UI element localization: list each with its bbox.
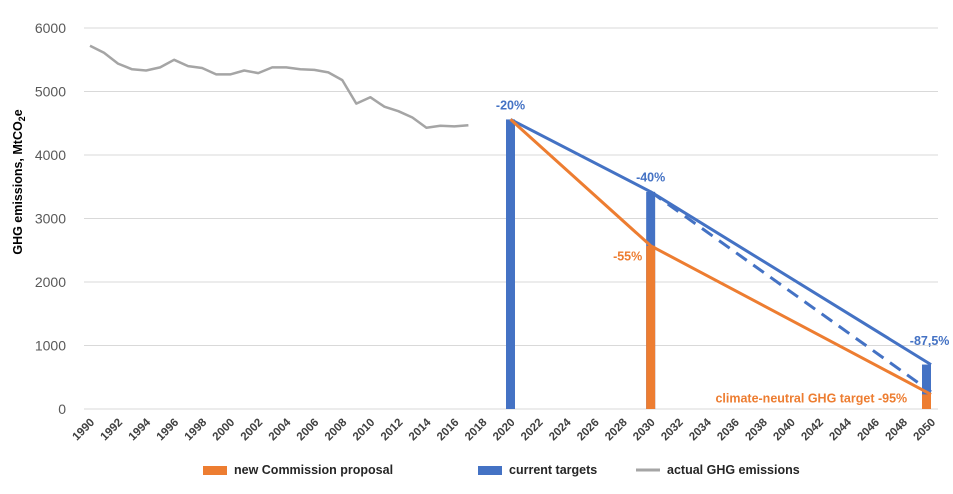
y-axis-label-suffix: e xyxy=(11,109,25,116)
x-tick-label: 2014 xyxy=(407,416,434,443)
x-tick-label: 2038 xyxy=(743,416,770,443)
x-tick-label: 2024 xyxy=(547,416,574,443)
x-tick-label: 1990 xyxy=(71,417,98,444)
x-tick-label: 2036 xyxy=(715,417,742,444)
x-tick-label: 2042 xyxy=(799,417,826,444)
y-axis-label-main: GHG emissions, MtCO xyxy=(11,121,25,255)
x-tick-label: 2018 xyxy=(463,416,490,443)
series-lines xyxy=(89,44,932,396)
annotation-label: -40% xyxy=(636,171,665,185)
y-tick-label: 1000 xyxy=(35,338,66,354)
y-axis-ticks: 0 1000 2000 3000 4000 5000 6000 xyxy=(35,20,66,417)
legend-label: current targets xyxy=(509,463,597,477)
x-tick-label: 2046 xyxy=(855,417,882,444)
annotation-label: climate-neutral GHG target -95% xyxy=(715,391,907,405)
commission-proposal-line xyxy=(509,118,932,396)
x-tick-label: 2016 xyxy=(435,417,462,444)
current-targets-dashed-line xyxy=(649,190,932,394)
legend: new Commission proposal current targets ac… xyxy=(203,463,800,477)
actual-emissions-line xyxy=(89,44,469,129)
target-bar xyxy=(922,364,931,409)
x-tick-label: 1996 xyxy=(155,417,182,444)
annotation-label: -55% xyxy=(613,249,642,263)
y-tick-label: 2000 xyxy=(35,274,66,290)
y-axis-label: GHG emissions, MtCO2e xyxy=(11,109,27,254)
x-tick-label: 2002 xyxy=(239,417,266,444)
x-tick-label: 2020 xyxy=(491,417,518,444)
x-tick-label: 2048 xyxy=(884,416,911,443)
x-tick-label: 2030 xyxy=(631,417,658,444)
x-tick-label: 2028 xyxy=(603,416,630,443)
x-tick-label: 2008 xyxy=(323,416,350,443)
target-bar xyxy=(646,245,656,409)
x-tick-label: 2026 xyxy=(575,417,602,444)
y-tick-label: 6000 xyxy=(35,20,66,36)
x-tick-label: 2006 xyxy=(295,417,322,444)
target-bar xyxy=(506,119,515,409)
x-tick-label: 1998 xyxy=(183,416,210,443)
x-tick-label: 2000 xyxy=(211,417,238,444)
y-tick-label: 4000 xyxy=(35,147,66,163)
x-tick-label: 2010 xyxy=(351,417,378,444)
x-tick-label: 2034 xyxy=(687,416,714,443)
x-tick-label: 2012 xyxy=(379,417,406,444)
x-tick-label: 1992 xyxy=(99,417,126,444)
legend-swatch xyxy=(478,466,502,475)
x-tick-label: 2050 xyxy=(912,417,939,444)
target-bar xyxy=(922,394,931,409)
x-tick-label: 1994 xyxy=(127,416,154,443)
legend-label: new Commission proposal xyxy=(234,463,393,477)
y-tick-label: 5000 xyxy=(35,84,66,100)
x-tick-label: 2040 xyxy=(771,417,798,444)
x-tick-label: 2044 xyxy=(827,416,854,443)
legend-swatch xyxy=(203,466,227,475)
annotation-label: -20% xyxy=(496,98,525,112)
x-tick-label: 2032 xyxy=(659,417,686,444)
x-tick-label: 2004 xyxy=(267,416,294,443)
annotations: -20% -40% -55% -87,5% climate-neutral GHG ta… xyxy=(496,98,949,405)
y-axis-label-subscript: 2 xyxy=(17,116,27,121)
bars xyxy=(506,119,931,409)
annotation-label: -87,5% xyxy=(910,334,950,348)
x-axis-ticks: 1990 1992 1994 1996 1998 2000 2002 2004 2006 2008… xyxy=(71,416,939,443)
y-tick-label: 0 xyxy=(58,401,66,417)
legend-label: actual GHG emissions xyxy=(667,463,800,477)
y-tick-label: 3000 xyxy=(35,211,66,227)
x-tick-label: 2022 xyxy=(519,417,546,444)
